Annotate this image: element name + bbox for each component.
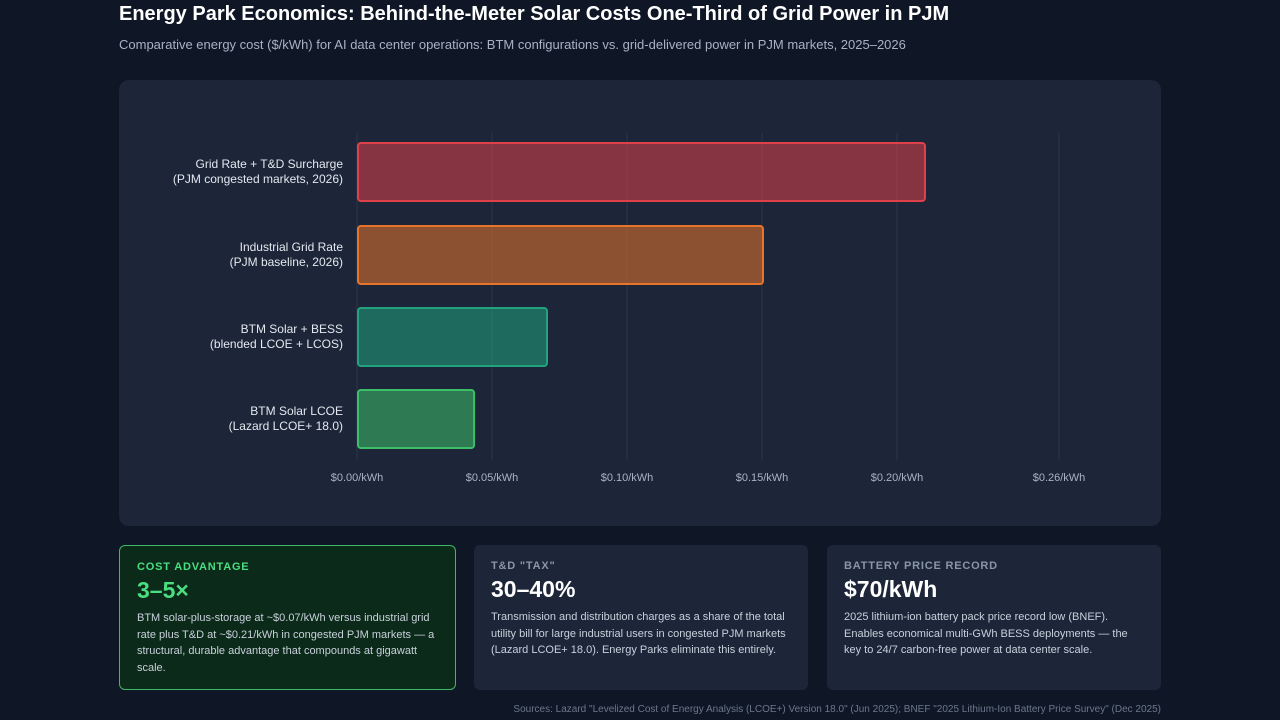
bar (357, 142, 926, 202)
category-label: Industrial Grid Rate (PJM baseline, 2026… (229, 240, 343, 269)
category-label: BTM Solar LCOE (Lazard LCOE+ 18.0) (228, 404, 343, 433)
card: BATTERY PRICE RECORD $70/kWh 2025 lithiu… (827, 545, 1161, 690)
card-value: 30–40% (491, 576, 576, 602)
card-label: COST ADVANTAGE (137, 561, 250, 573)
card-value: $70/kWh (844, 576, 938, 602)
category-label: Grid Rate + T&D Surcharge (PJM congested… (172, 157, 343, 186)
category-label: BTM Solar + BESS (blended LCOE + LCOS) (209, 322, 343, 351)
sources: Sources: Lazard "Levelized Cost of Energ… (513, 704, 1161, 715)
card: T&D "TAX" 30–40% Transmission and distri… (474, 545, 808, 690)
x-tick-label: $0.20/kWh (871, 472, 924, 484)
card-text: 2025 lithium-ion battery pack price reco… (844, 611, 1128, 656)
x-tick-label: $0.15/kWh (736, 472, 789, 484)
card: COST ADVANTAGE 3–5× BTM solar-plus-stora… (119, 545, 456, 690)
x-tick-label: $0.00/kWh (331, 472, 384, 484)
x-tick-label: $0.26/kWh (1033, 472, 1086, 484)
card-value: 3–5× (137, 577, 189, 603)
subtitle: Comparative energy cost ($/kWh) for AI d… (119, 37, 906, 52)
card-label: BATTERY PRICE RECORD (844, 560, 998, 572)
bar (357, 389, 476, 449)
bar (357, 225, 764, 285)
card-label: T&D "TAX" (491, 560, 556, 572)
x-tick-label: $0.05/kWh (466, 472, 519, 484)
card-text: BTM solar-plus-storage at ~$0.07/kWh ver… (137, 612, 435, 674)
bar (357, 307, 548, 367)
x-tick-label: $0.10/kWh (601, 472, 654, 484)
card-text: Transmission and distribution charges as… (491, 611, 786, 656)
title: Energy Park Economics: Behind-the-Meter … (119, 3, 950, 25)
